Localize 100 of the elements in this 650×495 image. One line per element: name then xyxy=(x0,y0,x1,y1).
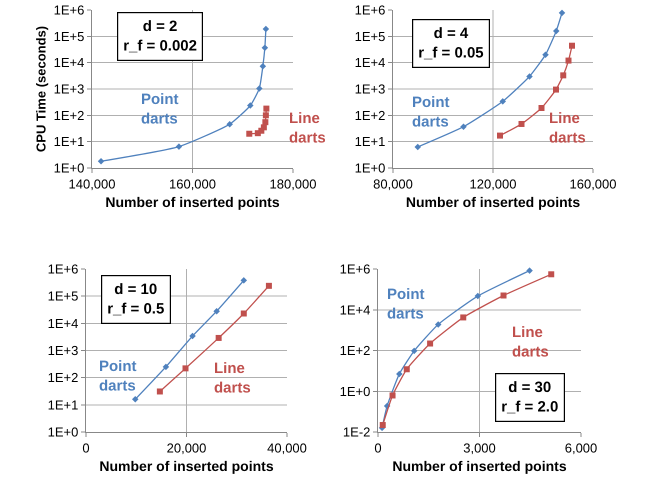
point xyxy=(460,123,467,130)
point xyxy=(569,42,575,49)
y-tick-label: 1E+6 xyxy=(340,262,370,277)
y-tick-label: 1E+4 xyxy=(354,55,386,70)
point xyxy=(176,143,182,150)
series-label: Point darts xyxy=(412,94,450,130)
point xyxy=(404,366,410,372)
point xyxy=(542,51,549,58)
series-label: Point darts xyxy=(99,358,136,394)
point xyxy=(262,112,269,118)
series-label: Point darts xyxy=(387,286,424,322)
y-tick-label: 1E+4 xyxy=(340,302,370,318)
point xyxy=(189,332,196,340)
point xyxy=(497,132,503,139)
x-tick-label: 140,000 xyxy=(68,176,116,192)
x-axis-title: Number of inserted points xyxy=(99,458,274,474)
point xyxy=(518,120,524,127)
point xyxy=(98,158,104,165)
series-label: Point darts xyxy=(141,91,178,128)
annotation: d = 30 r_f = 2.0 xyxy=(501,379,558,416)
point xyxy=(526,267,533,274)
point xyxy=(263,106,270,112)
point xyxy=(553,28,560,34)
x-tick-label: 0 xyxy=(374,440,382,456)
point xyxy=(216,334,222,341)
annotation: d = 4 r_f = 0.05 xyxy=(418,25,484,62)
point xyxy=(427,340,434,347)
series-label: Line darts xyxy=(289,110,326,146)
point xyxy=(262,26,270,32)
y-tick-label: 1E+3 xyxy=(48,343,78,358)
y-tick-label: 1E+3 xyxy=(54,82,84,97)
y-tick-label: 1E+2 xyxy=(54,108,84,123)
series-label: Line darts xyxy=(512,324,549,360)
point xyxy=(538,104,544,111)
x-tick-label: 180,000 xyxy=(270,176,316,192)
series-label: Line darts xyxy=(214,360,251,396)
y-tick-label: 1E+6 xyxy=(354,2,386,18)
y-tick-label: 1E+1 xyxy=(54,134,84,150)
x-tick-label: 160,000 xyxy=(169,176,216,192)
point xyxy=(460,314,466,320)
point xyxy=(240,310,247,317)
x-axis-title: Number of inserted points xyxy=(406,194,580,210)
x-tick-label: 120,000 xyxy=(470,176,516,192)
point xyxy=(500,98,506,105)
point xyxy=(247,102,254,109)
point xyxy=(266,282,272,289)
x-tick-label: 6,000 xyxy=(564,440,598,456)
point xyxy=(226,120,233,128)
y-tick-label: 1E+2 xyxy=(340,343,370,358)
point xyxy=(553,86,559,93)
y-tick-label: 1E+4 xyxy=(48,316,78,331)
x-axis-title: Number of inserted points xyxy=(392,458,567,474)
x-tick-label: 40,000 xyxy=(267,440,307,456)
y-tick-label: 1E+1 xyxy=(48,397,78,412)
point xyxy=(262,44,268,51)
point xyxy=(500,292,507,299)
y-tick-label: 1E-2 xyxy=(342,424,370,440)
y-tick-label: 1E+3 xyxy=(354,82,386,97)
x-tick-label: 0 xyxy=(82,440,90,456)
y-tick-label: 1E+4 xyxy=(54,55,84,70)
point xyxy=(526,73,533,80)
y-tick-label: 1E+5 xyxy=(54,28,84,44)
y-tick-label: 1E+6 xyxy=(48,262,78,277)
point xyxy=(414,144,421,150)
x-tick-label: 20,000 xyxy=(166,440,206,456)
annotation: d = 10 r_f = 0.5 xyxy=(107,281,164,318)
point xyxy=(410,348,418,354)
point xyxy=(260,63,266,70)
x-axis-title: Number of inserted points xyxy=(105,194,280,210)
point xyxy=(182,365,188,372)
point xyxy=(548,271,554,278)
series-label: Line darts xyxy=(549,110,586,146)
x-tick-label: 80,000 xyxy=(373,176,413,192)
y-tick-label: 1E+2 xyxy=(48,370,78,386)
y-tick-label: 1E+6 xyxy=(54,2,84,18)
point xyxy=(434,321,442,328)
y-tick-label: 1E+0 xyxy=(54,160,84,176)
point xyxy=(560,72,566,78)
point xyxy=(262,119,268,126)
point xyxy=(396,370,403,378)
point xyxy=(474,292,482,300)
y-tick-label: 1E+5 xyxy=(354,28,386,44)
point xyxy=(380,422,386,428)
point xyxy=(240,277,248,284)
point xyxy=(558,10,566,16)
x-tick-label: 160,000 xyxy=(570,176,616,192)
point xyxy=(162,364,170,370)
point xyxy=(246,130,252,137)
y-tick-label: 1E+0 xyxy=(48,424,78,440)
y-tick-label: 1E+2 xyxy=(354,108,386,123)
x-tick-label: 3,000 xyxy=(463,440,496,456)
y-tick-label: 1E+0 xyxy=(354,160,386,176)
point xyxy=(256,85,263,92)
point xyxy=(566,58,572,64)
point xyxy=(260,124,267,130)
point xyxy=(213,308,220,314)
y-tick-label: 1E+0 xyxy=(340,384,370,399)
y-axis-title: CPU Time (seconds) xyxy=(34,26,49,152)
y-tick-label: 1E+1 xyxy=(354,134,386,150)
annotation: d = 2 r_f = 0.002 xyxy=(123,18,198,55)
